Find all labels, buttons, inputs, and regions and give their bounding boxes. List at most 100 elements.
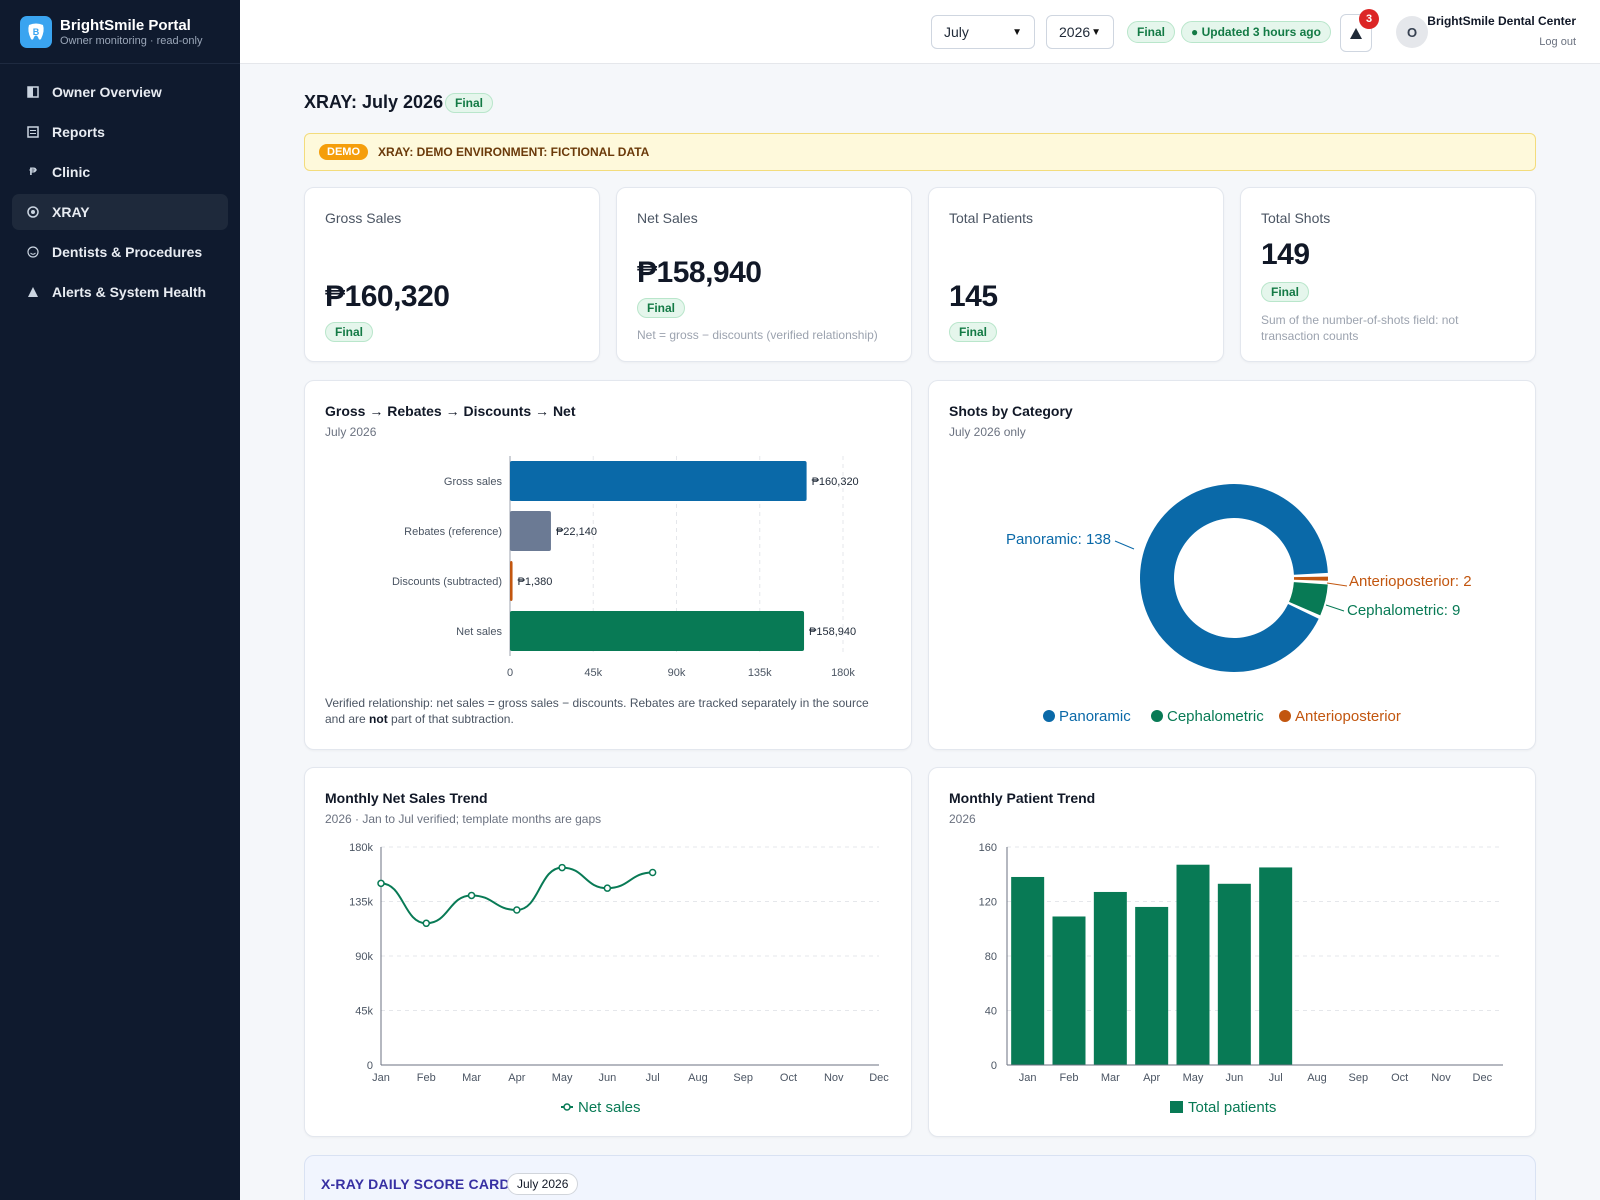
x-tick-label: 0: [507, 667, 513, 679]
x-tick-label: Dec: [1473, 1072, 1493, 1084]
data-point: [648, 868, 657, 877]
x-tick-label: Apr: [508, 1072, 525, 1084]
tooth-logo-icon: B: [20, 15, 52, 48]
kpi-value: ₱158,940: [637, 256, 762, 289]
sidebar-item-alerts[interactable]: Alerts & System Health: [12, 274, 228, 310]
kpi-label: Total Shots: [1261, 210, 1331, 226]
sidebar: B BrightSmile Portal Owner monitoring · …: [0, 0, 240, 1200]
peso-icon: ₱: [29, 166, 37, 178]
kpi-card-total-patients: Total Patients 145 Final: [928, 187, 1224, 362]
leader-line: [1114, 540, 1135, 550]
bar: [510, 511, 551, 551]
legend-label: Total patients: [1188, 1099, 1276, 1116]
data-label: ₱1,380: [518, 576, 553, 588]
bar: [1176, 864, 1210, 1065]
x-tick-label: May: [1183, 1072, 1204, 1084]
data-point: [513, 906, 521, 914]
card-title: Monthly Net Sales Trend: [325, 790, 488, 806]
kpi-label: Net Sales: [637, 210, 698, 226]
notifications-button[interactable]: 3: [1340, 9, 1379, 52]
sidebar-item-owner-overview[interactable]: Owner Overview: [12, 74, 228, 110]
chevron-down-icon: ▼: [1012, 26, 1022, 38]
page-status-badge: Final: [445, 93, 494, 113]
kpi-label: Total Patients: [949, 210, 1034, 226]
bar: [510, 561, 513, 601]
sidebar-item-label: Reports: [52, 124, 105, 140]
daily-score-card: X-RAY DAILY SCORE CARD July 2026: [304, 1155, 1536, 1200]
sidebar-item-label: Clinic: [52, 164, 91, 180]
data-point: [377, 879, 385, 888]
patient-trend-card: Monthly Patient Trend 2026 0 40 80 120 160 Ja…: [928, 767, 1536, 1137]
y-tick-label: 135k: [349, 897, 373, 909]
legend-label: Net sales: [578, 1099, 641, 1116]
kpi-value: ₱160,320: [325, 280, 450, 313]
month-select-value: July: [944, 24, 969, 40]
kpi-value: 149: [1261, 238, 1310, 271]
demo-text: XRAY: DEMO ENVIRONMENT: FICTIONAL DATA: [378, 145, 650, 159]
x-tick-label: 90k: [668, 667, 686, 679]
bar: [510, 611, 805, 651]
legend-swatch: [1279, 710, 1291, 722]
x-tick-label: 45k: [584, 667, 602, 679]
logout-link[interactable]: Log out: [1539, 36, 1576, 48]
demo-tag: DEMO: [319, 144, 368, 160]
kpi-note: Sum of the number-of-shots field: not tr…: [1261, 313, 1459, 343]
status-badge: Final: [1127, 21, 1176, 43]
y-tick-label: Rebates (reference): [404, 526, 502, 538]
card-subtitle: July 2026: [325, 425, 377, 439]
year-select[interactable]: 2026 ▼: [1046, 15, 1114, 49]
slice-label: Panoramic: 138: [1006, 531, 1111, 548]
bar: [1135, 906, 1169, 1065]
x-tick-label: Feb: [417, 1072, 436, 1084]
bar: [1259, 867, 1293, 1065]
sidebar-item-reports[interactable]: Reports: [12, 114, 228, 150]
y-tick-label: Discounts (subtracted): [392, 576, 502, 588]
slice-label: Cephalometric: 9: [1347, 602, 1460, 619]
card-subtitle: 2026 · Jan to Jul verified; template mon…: [325, 812, 602, 826]
bar: [1052, 916, 1086, 1065]
legend-swatch: [1151, 710, 1163, 722]
kpi-value: 145: [949, 280, 998, 313]
x-tick-label: Jun: [598, 1072, 616, 1084]
sidebar-item-xray[interactable]: XRAY: [12, 194, 228, 230]
x-tick-label: Oct: [1391, 1072, 1408, 1084]
waterfall-chart: 0 45k 90k 135k 180k Gross sales ₱160,320 Rebate…: [392, 456, 859, 679]
brand[interactable]: B BrightSmile Portal Owner monitoring · …: [0, 0, 240, 64]
overview-icon: [26, 85, 40, 99]
month-select[interactable]: July ▼: [931, 15, 1035, 49]
y-tick-label: 120: [979, 897, 997, 909]
data-point: [422, 919, 431, 928]
legend-label: Anterioposterior: [1295, 708, 1401, 725]
x-tick-label: Apr: [1143, 1072, 1160, 1084]
kpi-badge: Final: [637, 298, 686, 318]
waterfall-footnote: Verified relationship: net sales = gross…: [325, 695, 885, 727]
brand-name: BrightSmile Portal: [60, 16, 191, 34]
donut-chart: Panoramic: 138 Cephalometric: 9 Anteriopos…: [1006, 484, 1472, 725]
y-tick-label: 90k: [355, 951, 373, 963]
avatar[interactable]: O: [1396, 16, 1428, 48]
x-tick-label: Jan: [1019, 1072, 1037, 1084]
waterfall-card: Gross → Rebates → Discounts → Net July 2…: [304, 380, 912, 750]
sidebar-item-clinic[interactable]: ₱ Clinic: [12, 154, 228, 190]
x-tick-label: Jun: [1225, 1072, 1243, 1084]
slice-label: Anterioposterior: 2: [1349, 573, 1472, 590]
user-name: BrightSmile Dental Center: [1427, 14, 1576, 28]
year-select-value: 2026: [1059, 24, 1091, 40]
sidebar-item-label: Dentists & Procedures: [52, 244, 203, 260]
data-label: ₱158,940: [809, 626, 856, 638]
kpi-card-total-shots: Total Shots 149 Final Sum of the number-…: [1240, 187, 1536, 362]
y-tick-label: 0: [367, 1060, 373, 1072]
x-tick-label: Sep: [1349, 1072, 1369, 1084]
demo-banner: DEMO XRAY: DEMO ENVIRONMENT: FICTIONAL D…: [304, 133, 1536, 171]
x-tick-label: Oct: [780, 1072, 797, 1084]
x-tick-label: 180k: [831, 667, 855, 679]
legend-label: Panoramic: [1059, 708, 1131, 725]
bar: [1011, 876, 1045, 1065]
data-label: ₱160,320: [812, 476, 859, 488]
x-tick-label: Mar: [1101, 1072, 1120, 1084]
kpi-note: Net = gross − discounts (verified relati…: [637, 328, 878, 342]
card-subtitle: July 2026 only: [949, 425, 1026, 439]
x-tick-label: Mar: [462, 1072, 481, 1084]
data-point: [467, 891, 476, 900]
sidebar-item-dentists[interactable]: Dentists & Procedures: [12, 234, 228, 270]
